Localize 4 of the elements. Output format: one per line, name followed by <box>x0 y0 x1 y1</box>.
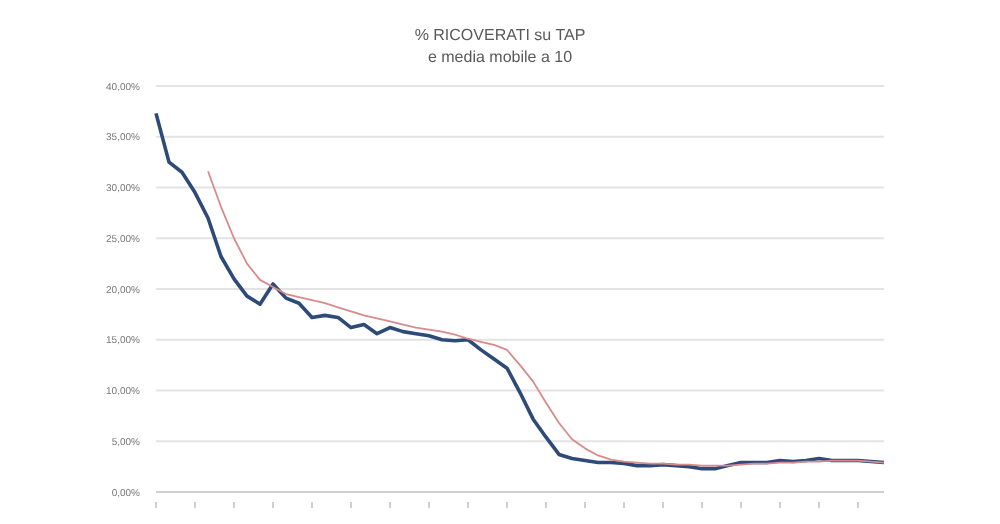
line-series <box>207 170 885 467</box>
chart-title: % RICOVERATI su TAP <box>412 24 588 46</box>
chart-subtitle: e media mobile a 10 <box>425 46 575 68</box>
line-series <box>154 111 886 471</box>
